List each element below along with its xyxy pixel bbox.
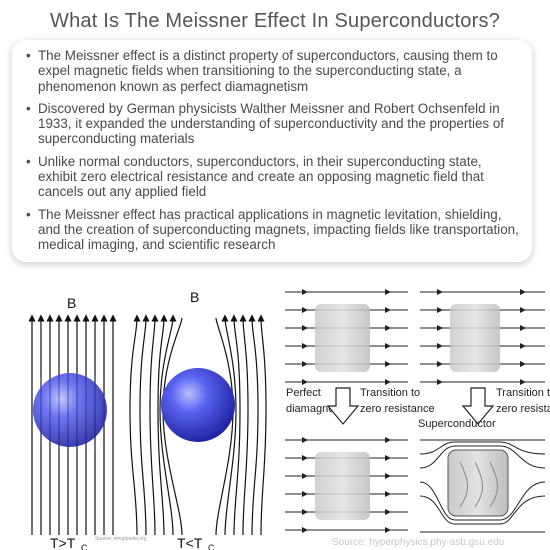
temp-subscript: C — [81, 543, 88, 550]
bullet-item: Discovered by German physicists Walther … — [26, 101, 522, 147]
normal-sphere — [33, 373, 107, 447]
label-zero-resistance: zero resistance — [496, 403, 550, 415]
superconducting-sphere — [161, 368, 235, 442]
bullet-card: The Meissner effect is a distinct proper… — [12, 40, 532, 262]
panel-top-left — [285, 289, 408, 385]
bullet-item: The Meissner effect is a distinct proper… — [26, 48, 522, 94]
temp-label-normal: T>T — [50, 535, 76, 550]
temp-label-superconducting: T<T — [177, 535, 203, 550]
label-perfect: Perfect — [286, 387, 321, 399]
meissner-sphere-diagram: B B T>T C T<T C — [28, 290, 267, 550]
down-arrow-icon — [326, 387, 360, 425]
label-zero-resistance: zero resistance — [360, 403, 435, 415]
field-lines-expelled — [129, 314, 267, 536]
image-credit: Source: emojipedia.org — [95, 536, 147, 542]
down-arrow-icon — [461, 387, 495, 425]
bullet-item: Unlike normal conductors, superconductor… — [26, 154, 522, 200]
bullet-list: The Meissner effect is a distinct proper… — [12, 40, 532, 253]
label-diamagnet: diamagnet — [286, 403, 337, 415]
bullet-item: The Meissner effect has practical applic… — [26, 207, 522, 253]
page-title: What Is The Meissner Effect In Supercond… — [50, 10, 500, 32]
source-credit: Source: hyperphysics.phy-astr.gsu.edu — [332, 537, 504, 548]
panel-top-right — [420, 289, 545, 385]
diamagnet-comparison-diagram: Perfect diamagnet Transition to zero res… — [285, 289, 550, 548]
panel-bottom-right — [419, 439, 546, 533]
label-superconductor: Superconductor — [418, 418, 496, 430]
label-transition: Transition to — [360, 387, 420, 399]
field-label-b: B — [67, 295, 76, 311]
field-label-b: B — [190, 290, 199, 305]
panel-bottom-left — [285, 437, 408, 533]
temp-subscript: C — [208, 543, 215, 550]
label-transition: Transition to — [496, 387, 550, 399]
